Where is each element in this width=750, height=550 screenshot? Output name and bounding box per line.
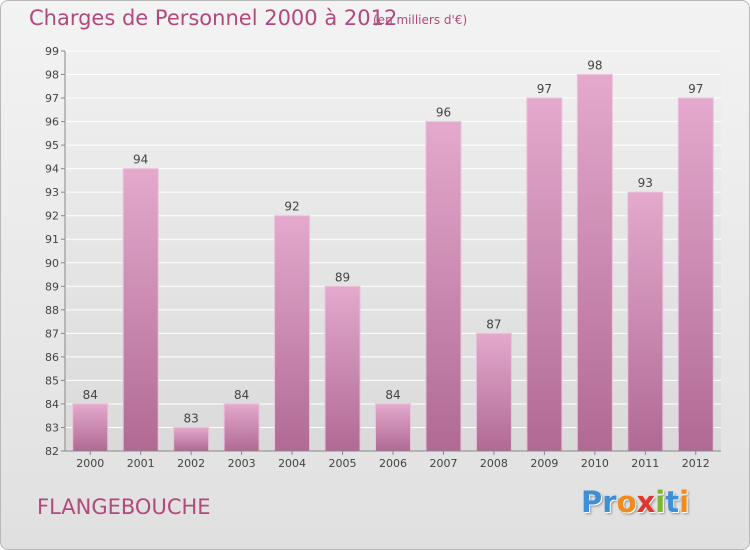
value-label: 84 — [385, 388, 400, 402]
x-tick-label: 2010 — [581, 457, 609, 470]
x-tick-label: 2005 — [329, 457, 357, 470]
y-tick-label: 93 — [45, 186, 59, 199]
x-tick-label: 2001 — [127, 457, 155, 470]
x-tick-label: 2000 — [76, 457, 104, 470]
value-label: 97 — [688, 82, 703, 96]
y-tick-label: 96 — [45, 116, 59, 129]
bar-2006 — [375, 403, 411, 452]
logo-letter: r — [602, 485, 617, 519]
chart-title: Charges de Personnel 2000 à 2012 — [29, 6, 398, 30]
x-tick-label: 2011 — [631, 457, 659, 470]
logo-letter: o — [616, 485, 637, 519]
x-tick-label: 2008 — [480, 457, 508, 470]
x-tick-label: 2002 — [177, 457, 205, 470]
bar-2005 — [324, 285, 361, 452]
y-tick-label: 90 — [45, 257, 59, 270]
y-tick-label: 99 — [45, 45, 59, 58]
place-name: FLANGEBOUCHE — [37, 495, 211, 519]
y-tick-label: 95 — [45, 139, 59, 152]
x-tick-label: 2009 — [530, 457, 558, 470]
y-tick-label: 91 — [45, 233, 59, 246]
proxiti-logo: Proxiti — [581, 485, 689, 519]
value-label: 93 — [638, 176, 653, 190]
bar-2010 — [576, 74, 613, 452]
bar-2008 — [475, 332, 512, 452]
y-tick-label: 92 — [45, 210, 59, 223]
y-tick-label: 94 — [45, 163, 59, 176]
x-tick-label: 2012 — [682, 457, 710, 470]
value-label: 87 — [486, 317, 501, 331]
logo-letter: x — [636, 485, 656, 519]
logo-letter: i — [655, 485, 666, 519]
logo-letter: t — [665, 485, 680, 519]
y-tick-label: 86 — [45, 351, 59, 364]
bar-2012 — [677, 97, 714, 452]
value-label: 94 — [133, 153, 148, 167]
value-label: 97 — [537, 82, 552, 96]
x-tick-label: 2003 — [228, 457, 256, 470]
logo-letter: i — [679, 485, 690, 519]
y-tick-label: 89 — [45, 280, 59, 293]
value-label: 92 — [284, 200, 299, 214]
x-tick-label: 2006 — [379, 457, 407, 470]
bar-2007 — [425, 121, 462, 452]
value-label: 98 — [587, 59, 602, 73]
bar-2009 — [526, 97, 563, 452]
x-tick-label: 2007 — [429, 457, 457, 470]
x-tick-label: 2004 — [278, 457, 306, 470]
y-tick-label: 84 — [45, 398, 59, 411]
bar-2011 — [627, 191, 664, 452]
y-tick-label: 85 — [45, 374, 59, 387]
bar-2003 — [223, 403, 260, 452]
value-label: 96 — [436, 106, 451, 120]
y-tick-label: 87 — [45, 327, 59, 340]
y-tick-label: 83 — [45, 421, 59, 434]
y-tick-label: 88 — [45, 304, 59, 317]
logo-letter: P — [581, 485, 603, 519]
y-tick-label: 98 — [45, 69, 59, 82]
value-label: 83 — [184, 411, 199, 425]
value-label: 84 — [234, 388, 249, 402]
bar-2002 — [173, 426, 210, 452]
value-label: 84 — [83, 388, 98, 402]
bar-2001 — [122, 168, 159, 452]
value-label: 89 — [335, 270, 350, 284]
y-tick-label: 82 — [45, 445, 59, 458]
bar-2004 — [274, 215, 311, 452]
bar-2000 — [72, 403, 109, 452]
chart-subtitle: (en milliers d'€) — [373, 13, 468, 27]
y-tick-label: 97 — [45, 92, 59, 105]
